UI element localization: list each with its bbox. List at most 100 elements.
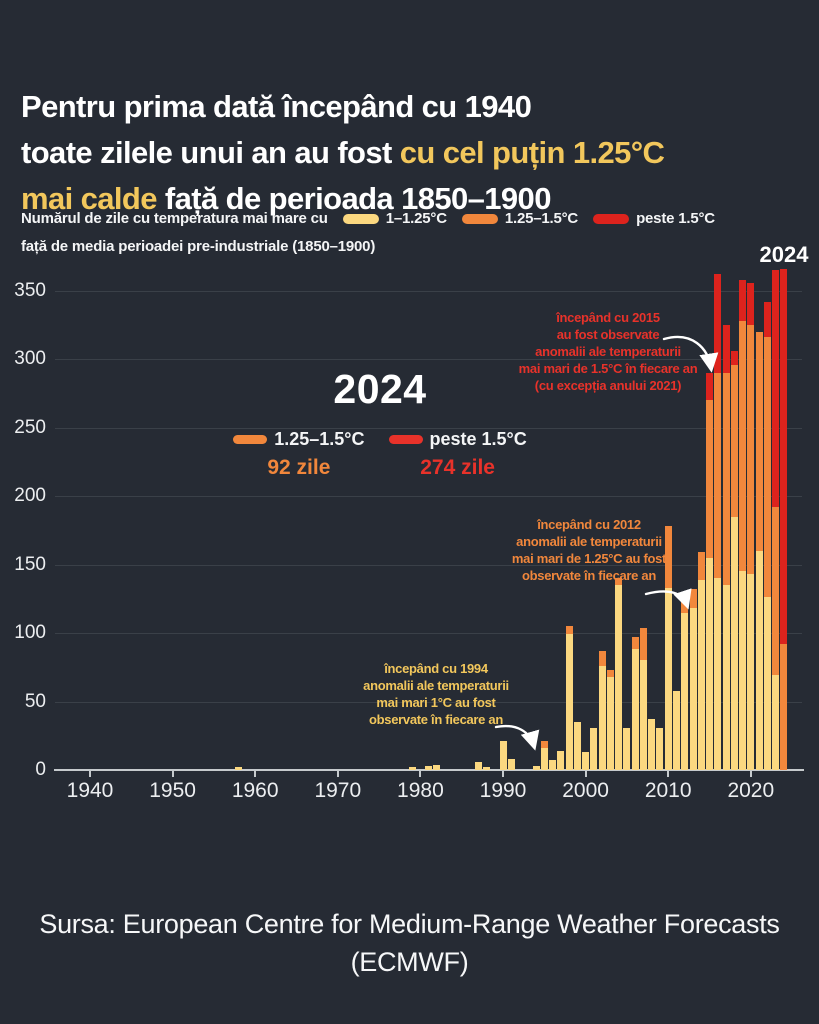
bar-2000-segment-yellow	[582, 752, 590, 770]
bar-2005	[623, 727, 631, 770]
bar-2004	[615, 578, 623, 770]
callout-red-value: 274 zile	[420, 456, 495, 479]
bar-2020-segment-red	[747, 282, 755, 325]
bar-1998-segment-yellow	[565, 634, 573, 770]
bar-2014-segment-orange	[697, 552, 705, 580]
annotation-line: mai mari de 1.5°C în fiecare an	[518, 361, 698, 376]
gridline-250	[55, 427, 802, 429]
bar-2006-segment-orange	[631, 637, 639, 650]
x-tick-2000	[584, 771, 587, 777]
bar-1996-segment-yellow	[549, 760, 557, 770]
bar-2003	[606, 670, 614, 770]
annotation-line: observate în fiecare an	[522, 568, 656, 583]
annotation-line: mai mari de 1.25°C au fost	[511, 551, 667, 566]
bar-1988-segment-yellow	[483, 767, 490, 770]
bar-2016-segment-red	[714, 274, 722, 373]
bar-1990	[499, 741, 507, 770]
annotation-2015: începând cu 2015 au fost observate anomali…	[498, 309, 718, 394]
bar-1982-segment-yellow	[433, 764, 441, 770]
bar-2003-segment-yellow	[606, 676, 614, 770]
annotation-1994: începând cu 1994 anomalii ale temperaturi…	[330, 660, 542, 728]
x-tick-label: 2000	[562, 779, 609, 802]
y-tick-label: 150	[14, 553, 46, 575]
x-tick-label: 1990	[479, 779, 527, 802]
bar-2021-segment-orange	[755, 331, 763, 551]
legend-item-red: peste 1.5°C	[593, 210, 715, 227]
y-tick-label: 0	[35, 759, 46, 780]
bar-2009	[656, 727, 664, 770]
bar-1991	[507, 759, 515, 770]
bar-2010	[664, 526, 672, 770]
bar-2020-segment-orange	[747, 324, 755, 575]
x-tick-1980	[419, 771, 422, 777]
bar-1995	[540, 741, 548, 770]
bar-1981-segment-yellow	[425, 765, 433, 770]
gridline-350	[55, 290, 802, 292]
bar-1995-segment-yellow	[540, 748, 548, 770]
bar-2021-segment-yellow	[755, 550, 763, 770]
bar-2008-segment-yellow	[648, 719, 656, 770]
bar-2013-segment-orange	[689, 589, 697, 609]
y-tick-label: 100	[14, 622, 46, 644]
x-tick-1970	[336, 771, 339, 777]
bar-2016	[714, 274, 722, 770]
source-line2: (ECMWF)	[350, 947, 469, 977]
x-tick-2020	[749, 771, 752, 777]
bar-2017	[722, 325, 730, 770]
bar-2012-segment-orange	[681, 598, 689, 613]
bar-2001-segment-yellow	[590, 727, 598, 770]
bar-2002-segment-orange	[598, 650, 606, 666]
bar-2007-segment-orange	[639, 627, 647, 661]
legend-label-orange: 1.25–1.5°C	[504, 210, 579, 227]
bar-2019	[739, 279, 746, 770]
annotation-line: începând cu 2015	[556, 310, 660, 325]
legend-item-yellow: 1–1.25°C	[342, 210, 447, 227]
gridline-50	[55, 701, 802, 703]
bar-2017-segment-yellow	[722, 585, 730, 770]
bar-1997	[557, 750, 565, 770]
bar-2006-segment-yellow	[631, 649, 639, 770]
x-tick-label: 1960	[231, 779, 279, 802]
callout-orange-value: 92 zile	[267, 456, 331, 479]
bar-1990-segment-yellow	[499, 741, 507, 770]
orange-swatch-icon	[461, 213, 498, 224]
title-line3-accent: mai calde	[21, 180, 158, 216]
x-tick-label: 1980	[397, 779, 444, 802]
bar-2022-segment-orange	[763, 337, 771, 598]
title-line1: Pentru prima dată începând cu 1940	[21, 88, 532, 124]
bar-2010-segment-yellow	[664, 587, 672, 770]
bar-1995-segment-orange	[540, 741, 548, 749]
bar-1988	[483, 767, 490, 770]
gridline-150	[55, 564, 802, 566]
subtitle-line1: Numărul de zile cu temperatura mai mare …	[21, 210, 328, 227]
bar-2015	[706, 373, 713, 770]
page-title: Pentru prima dată începând cu 1940 toate…	[21, 84, 665, 222]
y-tick-label: 300	[14, 348, 46, 370]
callout-2024-year: 2024	[333, 366, 427, 412]
bar-1958	[235, 767, 243, 770]
bar-2015-segment-red	[706, 373, 713, 401]
bar-1991-segment-yellow	[507, 759, 515, 770]
bar-2016-segment-yellow	[714, 578, 722, 770]
bar-2000	[582, 752, 590, 770]
x-tick-1950	[171, 771, 174, 777]
bar-1987-segment-yellow	[474, 761, 482, 770]
annotation-line: mai mari 1°C au fost	[376, 695, 496, 710]
bar-1982	[433, 764, 441, 770]
y-tick-label: 200	[14, 485, 46, 507]
bar-2008	[648, 719, 656, 770]
y-tick-label: 350	[14, 279, 46, 301]
bar-1999	[573, 722, 581, 770]
bar-2021	[755, 331, 763, 770]
bar-2017-segment-orange	[722, 372, 730, 586]
annotation-2012: începând cu 2012 anomalii ale temperaturi…	[483, 516, 695, 584]
bar-1994	[532, 765, 540, 770]
bar-1998-segment-orange	[565, 626, 573, 635]
x-tick-1960	[254, 771, 257, 777]
gridline-200	[55, 496, 802, 498]
bar-1997-segment-yellow	[557, 750, 565, 770]
callout-orange-col: 1.25–1.5°C 92 zile	[233, 429, 365, 480]
callout-red-head: peste 1.5°C	[388, 429, 527, 450]
bar-2012	[681, 598, 689, 770]
